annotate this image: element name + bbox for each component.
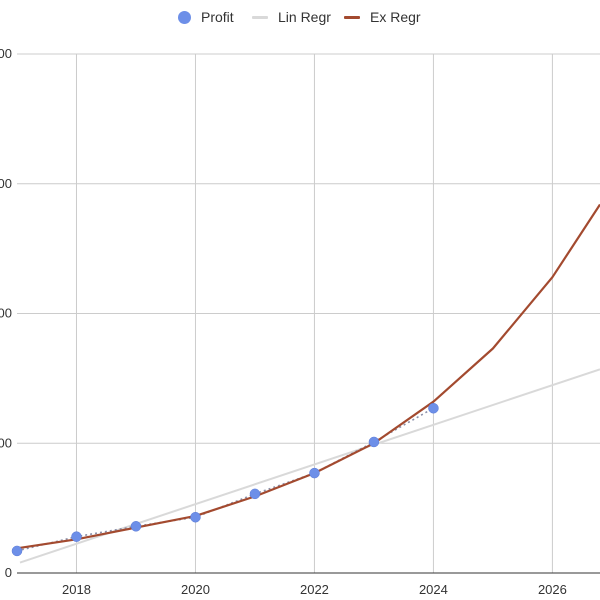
- profit-point: [368, 436, 380, 448]
- y-tick-label: 00: [0, 306, 12, 321]
- x-tick-label: 2018: [62, 582, 91, 597]
- legend-item-ex-regr[interactable]: Ex Regr: [344, 9, 421, 25]
- legend-label-ex-regr: Ex Regr: [370, 9, 421, 25]
- y-tick-label: 00: [0, 46, 12, 61]
- legend-marker-profit: [178, 10, 191, 24]
- legend-marker-lin-regr: [252, 15, 268, 19]
- y-tick-label: 00: [0, 176, 12, 191]
- x-tick-label: 2020: [181, 582, 210, 597]
- x-tick-label: 2026: [538, 582, 567, 597]
- profit-point: [71, 531, 82, 542]
- y-tick-label: 0: [5, 565, 12, 580]
- profit-point: [249, 488, 261, 500]
- plot-area: [11, 203, 600, 564]
- profit-point: [428, 402, 439, 414]
- x-tick-label: 2022: [300, 582, 329, 597]
- x-tick-label: 2024: [419, 582, 448, 597]
- legend-item-profit[interactable]: Profit: [178, 9, 234, 25]
- y-tick-label: 00: [0, 435, 12, 450]
- profit-point: [309, 467, 320, 479]
- legend-label-lin-regr: Lin Regr: [278, 9, 331, 25]
- gridlines: [17, 53, 600, 573]
- profit-point: [130, 521, 142, 532]
- profit-point: [11, 545, 23, 557]
- legend-marker-ex-regr: [344, 15, 360, 19]
- ex-regr-line: [16, 203, 600, 550]
- profit-point: [190, 511, 201, 523]
- legend: Profit Lin Regr Ex Regr: [0, 0, 600, 36]
- legend-item-lin-regr[interactable]: Lin Regr: [252, 9, 331, 25]
- legend-label-profit: Profit: [201, 9, 234, 25]
- profit-trendline: [16, 407, 434, 552]
